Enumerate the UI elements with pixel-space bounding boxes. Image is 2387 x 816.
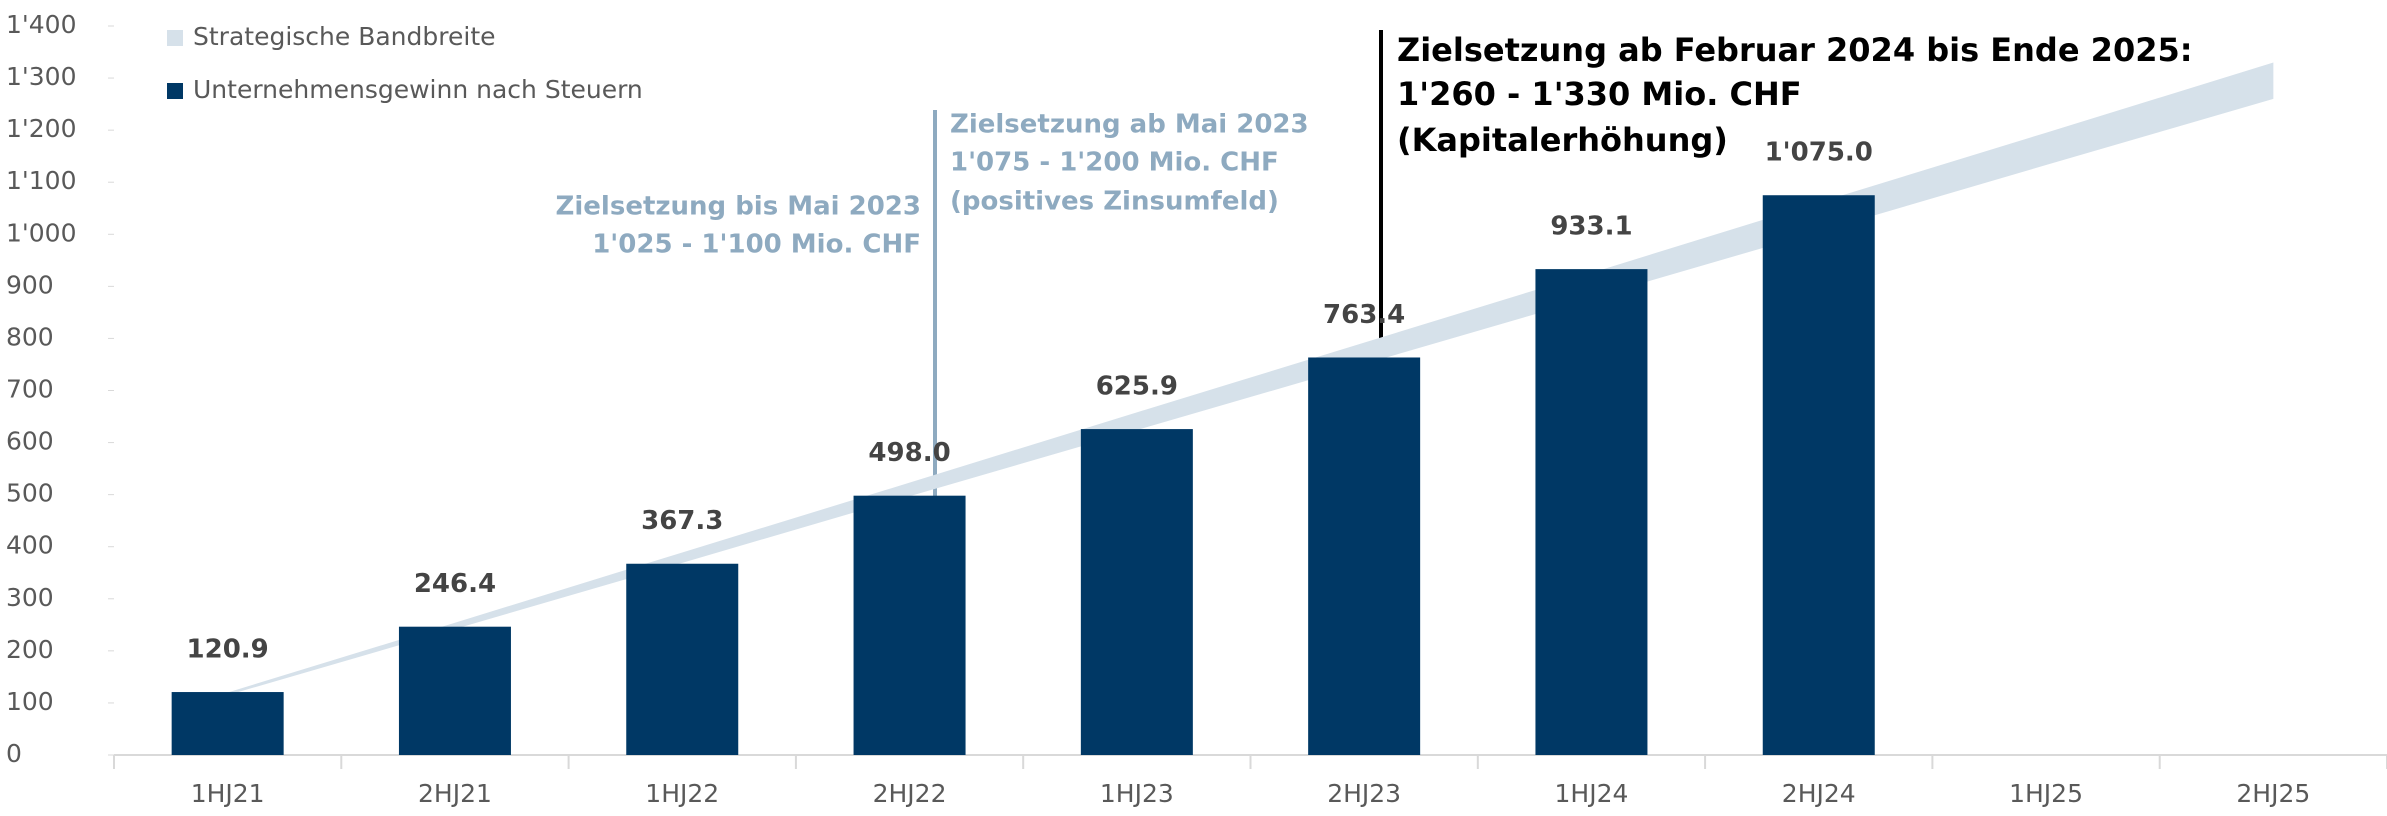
bar (1762, 195, 1875, 755)
bar (171, 692, 284, 755)
y-tick-label: 0 (6, 739, 22, 768)
bar (1535, 269, 1648, 755)
x-tick-label: 2HJ24 (1782, 779, 1856, 808)
value-label: 625.9 (1096, 372, 1178, 402)
x-tick-label: 2HJ23 (1327, 779, 1401, 808)
value-label: 763.4 (1323, 300, 1405, 330)
annotation: 1'260 - 1'330 Mio. CHF (1397, 75, 1802, 113)
bar (626, 563, 739, 755)
bar (853, 495, 966, 755)
x-tick-label: 1HJ22 (645, 779, 719, 808)
legend-swatch (167, 83, 183, 99)
y-tick-label: 400 (6, 531, 54, 560)
y-tick-label: 1'300 (6, 62, 77, 91)
x-tick-label: 2HJ22 (873, 779, 947, 808)
annotation: Zielsetzung ab Februar 2024 bis Ende 202… (1397, 31, 2193, 69)
x-tick-label: 2HJ25 (2236, 779, 2310, 808)
y-tick-label: 700 (6, 375, 54, 404)
x-tick-label: 1HJ23 (1100, 779, 1174, 808)
annotation: Zielsetzung bis Mai 2023 (556, 192, 921, 222)
y-tick-label: 1'200 (6, 114, 77, 143)
y-tick-label: 200 (6, 635, 54, 664)
y-tick-label: 900 (6, 270, 54, 299)
y-tick-label: 1'100 (6, 166, 77, 195)
x-tick-label: 1HJ24 (1555, 779, 1629, 808)
y-tick-label: 1'000 (6, 218, 77, 247)
annotation: 1'025 - 1'100 Mio. CHF (592, 230, 921, 260)
annotation: (positives Zinsumfeld) (950, 187, 1279, 217)
value-label: 120.9 (187, 635, 269, 665)
value-label: 933.1 (1550, 212, 1632, 242)
y-tick-label: 1'400 (6, 10, 77, 39)
bar (1308, 357, 1421, 755)
y-tick-label: 300 (6, 583, 54, 612)
annotation: 1'075 - 1'200 Mio. CHF (950, 148, 1279, 178)
value-label: 1'075.0 (1765, 138, 1873, 168)
y-tick-label: 800 (6, 322, 54, 351)
value-label: 498.0 (868, 438, 950, 468)
value-label: 367.3 (641, 506, 723, 536)
y-tick-label: 100 (6, 687, 54, 716)
legend-swatch (167, 30, 183, 46)
x-tick-label: 1HJ21 (191, 779, 265, 808)
x-tick-label: 2HJ21 (418, 779, 492, 808)
bar (398, 626, 511, 755)
bar (1080, 429, 1193, 755)
value-label: 246.4 (414, 569, 496, 599)
band-area (227, 62, 2274, 696)
x-tick-label: 1HJ25 (2009, 779, 2083, 808)
legend-label: Strategische Bandbreite (193, 22, 496, 51)
annotation: (Kapitalerhöhung) (1397, 121, 1728, 159)
legend-label: Unternehmensgewinn nach Steuern (193, 75, 643, 104)
y-tick-label: 500 (6, 479, 54, 508)
annotation: Zielsetzung ab Mai 2023 (950, 110, 1309, 140)
y-tick-label: 600 (6, 427, 54, 456)
